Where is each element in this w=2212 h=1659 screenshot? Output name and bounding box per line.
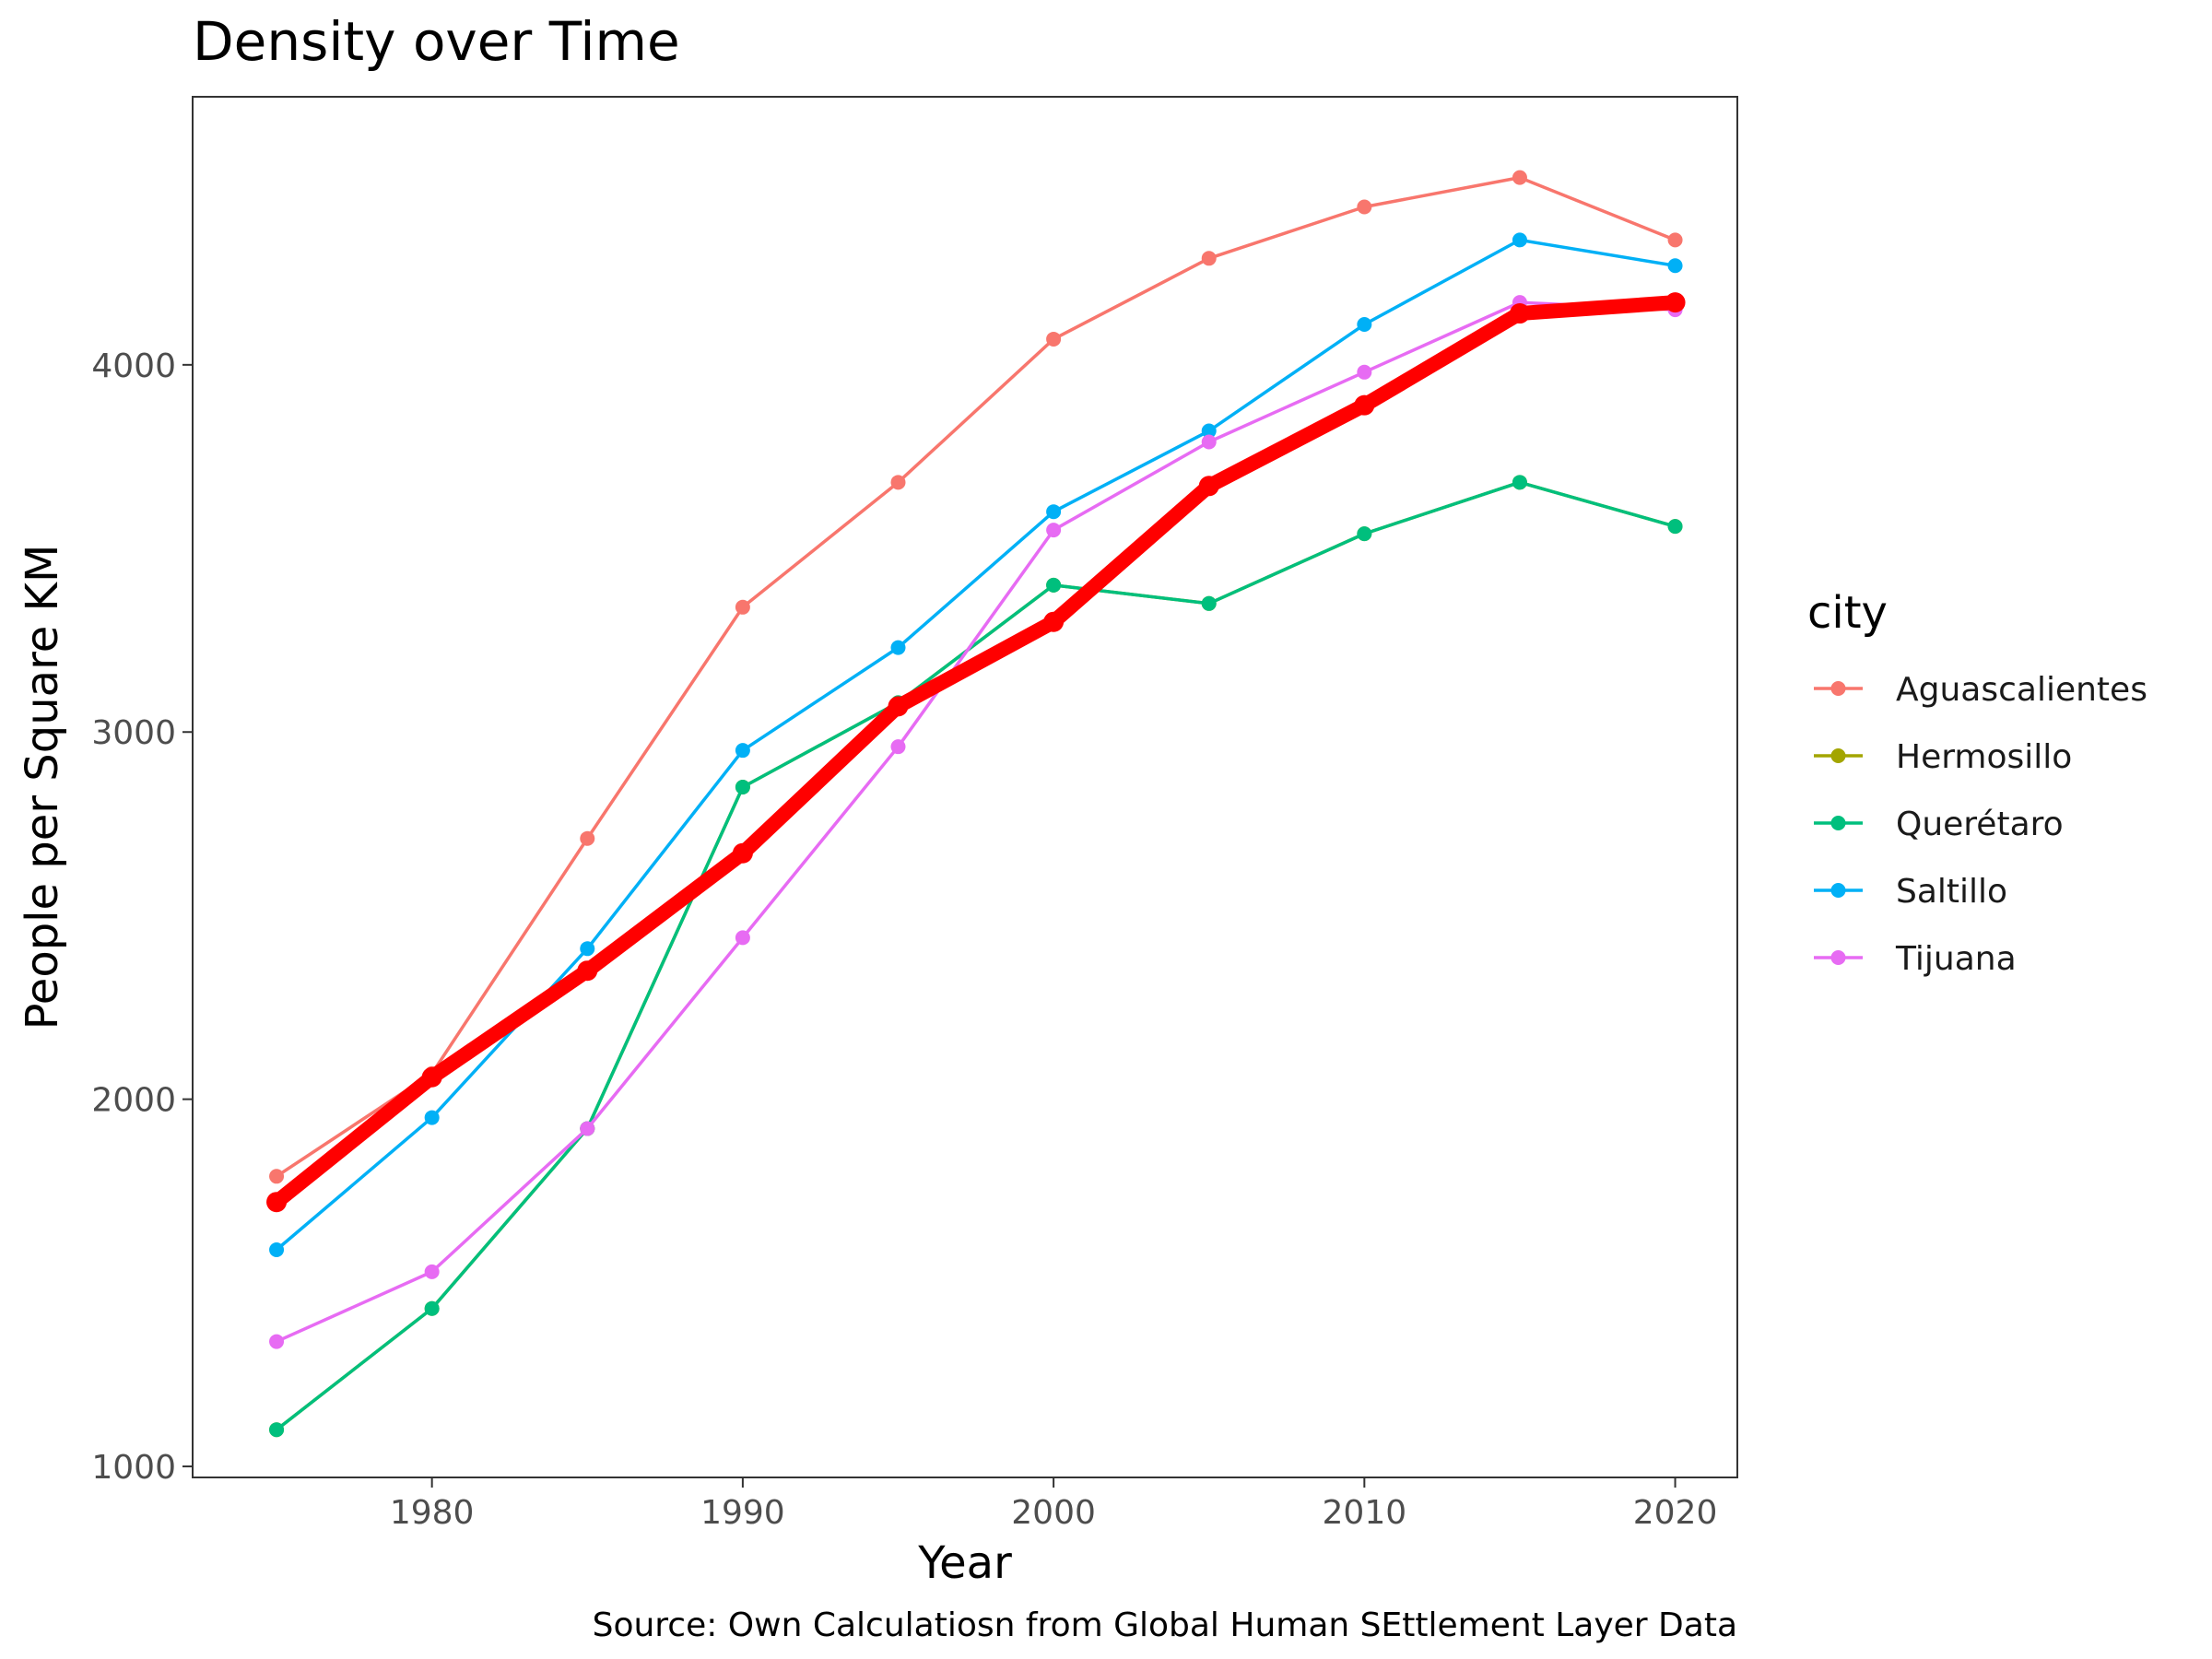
data-point-saltillo: [1512, 232, 1527, 248]
data-point-saltillo: [735, 743, 750, 759]
y-tick-label: 1000: [91, 1449, 176, 1487]
highlight-point: [1354, 394, 1375, 416]
highlight-point: [1198, 476, 1219, 497]
data-point-aguascalientes: [890, 475, 906, 490]
data-point-saltillo: [269, 1241, 285, 1257]
highlight-point: [1509, 303, 1530, 324]
plot-area: [192, 96, 1738, 1478]
data-point-queretaro: [1357, 526, 1372, 542]
y-tick-label: 2000: [91, 1082, 176, 1120]
y-tick-label: 4000: [91, 347, 176, 385]
legend-label: Tijuana: [1895, 940, 2017, 978]
highlight-layer: [266, 292, 1686, 1213]
x-tick-label: 1980: [390, 1494, 475, 1532]
x-tick-label: 2000: [1011, 1494, 1096, 1532]
data-point-saltillo: [580, 941, 595, 957]
y-axis: 1000 2000 3000 4000: [91, 347, 193, 1487]
data-point-saltillo: [890, 640, 906, 655]
data-point-tijuana: [580, 1121, 595, 1136]
highlight-point: [732, 842, 753, 864]
data-point-queretaro: [1512, 475, 1527, 490]
legend-title: city: [1807, 587, 1888, 639]
legend-key-point: [1830, 748, 1846, 763]
y-tick-label: 3000: [91, 714, 176, 752]
highlight-line: [269, 295, 1683, 1210]
legend-entries: Aguascalientes Hermosillo Querétaro Saltill…: [1814, 671, 2147, 978]
data-point-queretaro: [1046, 577, 1062, 593]
data-point-saltillo: [1357, 317, 1372, 333]
legend-key-point: [1830, 816, 1846, 830]
series-line-tijuana: [276, 300, 1676, 1344]
legend-label: Aguascalientes: [1896, 671, 2147, 709]
data-point-saltillo: [1046, 504, 1062, 520]
x-tick-label: 2010: [1323, 1494, 1407, 1532]
data-point-tijuana: [1046, 523, 1062, 538]
data-point-queretaro: [1667, 519, 1683, 535]
x-axis: 1980 1990 2000 2010 2020: [390, 1477, 1718, 1532]
source-caption: Source: Own Calculatiosn from Global Hum…: [593, 1606, 1737, 1644]
data-point-tijuana: [735, 930, 750, 946]
data-point-queretaro: [269, 1422, 285, 1438]
legend-label: Saltillo: [1896, 873, 2007, 911]
data-point-tijuana: [1357, 364, 1372, 380]
series-line-saltillo: [275, 238, 1676, 1252]
x-tick-label: 1990: [700, 1494, 785, 1532]
legend-key-point: [1830, 883, 1846, 898]
data-point-tijuana: [424, 1264, 440, 1279]
data-point-queretaro: [1201, 595, 1217, 611]
data-point-tijuana: [890, 739, 906, 755]
chart-title: Density over Time: [193, 10, 680, 73]
data-point-aguascalientes: [1512, 170, 1527, 185]
data-point-aguascalientes: [1046, 331, 1062, 347]
data-point-aguascalientes: [1667, 232, 1683, 248]
highlight-point: [421, 1066, 442, 1088]
x-axis-title: Year: [917, 1537, 1012, 1589]
data-point-saltillo: [1667, 258, 1683, 274]
data-point-queretaro: [735, 780, 750, 794]
data-point-aguascalientes: [269, 1169, 285, 1184]
legend-key-point: [1830, 681, 1846, 696]
legend-label: Hermosillo: [1896, 738, 2072, 776]
data-point-tijuana: [1201, 434, 1217, 450]
legend: city Aguascalientes Hermosillo Querétaro Sa…: [1807, 587, 2147, 978]
data-point-tijuana: [269, 1334, 285, 1349]
series-layer: [269, 170, 1683, 1438]
series-line-hermosillo: [275, 480, 1677, 1431]
y-axis-title: People per Square KM: [17, 545, 68, 1030]
x-tick-label: 2020: [1633, 1494, 1718, 1532]
plot-panel-border: [192, 96, 1738, 1478]
highlight-point: [266, 1192, 288, 1213]
highlight-point: [1665, 292, 1686, 313]
data-point-aguascalientes: [735, 599, 750, 615]
series-line-queretaro: [275, 480, 1677, 1431]
legend-key-point: [1830, 950, 1846, 965]
highlight-point: [1043, 611, 1065, 632]
series-line-aguascalientes: [276, 175, 1677, 1178]
data-point-saltillo: [1201, 423, 1217, 439]
data-point-aguascalientes: [1201, 251, 1217, 266]
highlight-point: [577, 960, 598, 982]
highlight-point: [888, 696, 909, 717]
data-point-aguascalientes: [580, 830, 595, 846]
legend-label: Querétaro: [1896, 806, 2064, 843]
data-point-saltillo: [424, 1110, 440, 1125]
data-point-queretaro: [424, 1300, 440, 1316]
data-point-aguascalientes: [1357, 199, 1372, 215]
